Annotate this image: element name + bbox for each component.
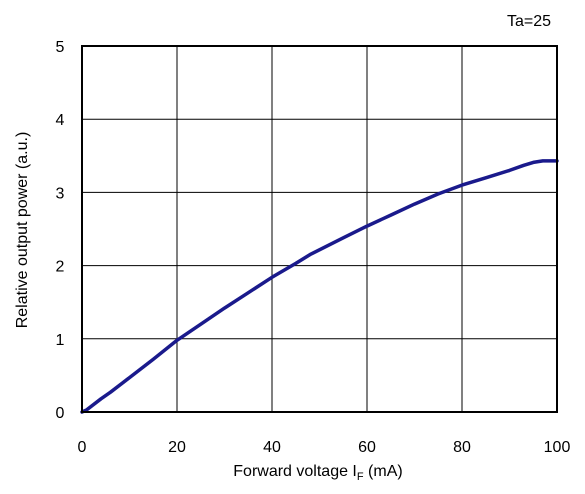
y-tick-label: 4 bbox=[56, 112, 65, 129]
y-tick-label: 3 bbox=[56, 185, 65, 202]
y-tick-labels: 0 1 2 3 4 5 bbox=[56, 39, 65, 422]
y-tick-label: 1 bbox=[56, 332, 65, 349]
x-axis-label-main: Forward voltage I bbox=[233, 463, 357, 480]
output-power-curve bbox=[80, 159, 559, 414]
x-axis-label-unit: (mA) bbox=[364, 463, 403, 480]
temperature-annotation: Ta=25 bbox=[507, 13, 551, 30]
x-tick-label: 60 bbox=[358, 439, 376, 456]
y-axis-label: Relative output power (a.u.) bbox=[14, 132, 31, 329]
x-tick-label: 0 bbox=[78, 439, 87, 456]
y-tick-label: 2 bbox=[56, 259, 65, 276]
series-layer bbox=[80, 159, 559, 414]
x-tick-label: 100 bbox=[544, 439, 571, 456]
grid-lines bbox=[82, 46, 557, 412]
x-axis-label-subscript: F bbox=[357, 471, 364, 483]
x-tick-label: 40 bbox=[263, 439, 281, 456]
x-tick-label: 20 bbox=[168, 439, 186, 456]
plot-frame bbox=[81, 45, 558, 413]
y-tick-label: 5 bbox=[56, 39, 65, 56]
y-tick-label: 0 bbox=[56, 405, 65, 422]
x-axis-label: Forward voltage IF (mA) bbox=[233, 463, 402, 483]
x-tick-labels: 0 20 40 60 80 100 bbox=[78, 439, 571, 456]
x-tick-label: 80 bbox=[453, 439, 471, 456]
